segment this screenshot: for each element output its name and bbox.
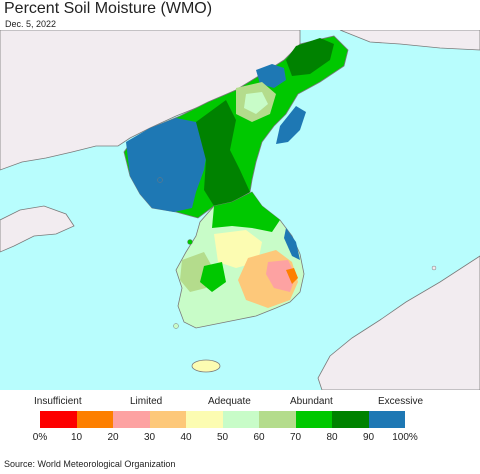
nk-excessive-west [126, 118, 208, 212]
nk-excessive-northeast [256, 64, 286, 88]
nk-excessive-east [276, 106, 306, 144]
jeju-island [191, 359, 221, 373]
legend-category: Abundant [290, 396, 333, 407]
legend-swatch [222, 411, 259, 428]
legend-swatch [113, 411, 150, 428]
legend-tick: 20 [107, 432, 119, 443]
legend-swatch [76, 411, 113, 428]
legend-tick: 10 [70, 432, 83, 443]
legend-swatch [149, 411, 186, 428]
map-title: Percent Soil Moisture (WMO) [4, 0, 213, 17]
russia-coast [339, 30, 480, 51]
source-credit: Source: World Meteorological Organizatio… [4, 459, 176, 469]
nk-moist-patch [244, 92, 268, 114]
sk-northeast-excessive [284, 228, 300, 260]
legend-tick: 60 [253, 432, 265, 443]
nk-deep-green [196, 100, 250, 206]
island [187, 239, 193, 245]
legend-swatch [295, 411, 332, 428]
legend-tick: 90 [362, 432, 375, 443]
island [431, 265, 437, 271]
sk-southeast-limited [266, 260, 296, 292]
legend-category: Adequate [208, 396, 251, 407]
legend-swatch [40, 411, 77, 428]
legend-tick: 70 [289, 432, 302, 443]
sk-southwest-green [200, 262, 226, 292]
legend-tick: 80 [326, 432, 338, 443]
shandong-peninsula [0, 205, 75, 253]
legend-tick: 30 [143, 432, 156, 443]
map-date: Dec. 5, 2022 [5, 19, 57, 29]
legend-tick: 40 [180, 432, 192, 443]
legend-tick: 100% [392, 432, 418, 443]
legend-category: Limited [130, 396, 163, 407]
legend-category: Excessive [378, 396, 424, 407]
legend-swatch [332, 411, 369, 428]
sk-southwest-moist [188, 290, 236, 324]
legend-tick: 0% [32, 432, 48, 443]
nk-deep-green-north [286, 38, 334, 76]
legend-tick: 50 [216, 432, 229, 443]
legend-category: Insufficient [34, 396, 82, 407]
sk-north-green [212, 192, 280, 232]
island [173, 323, 179, 329]
japan-landmass [317, 255, 480, 390]
legend: Insufficient Limited Adequate Abundant E… [0, 390, 480, 450]
legend-swatch [368, 411, 405, 428]
legend-color-bar [40, 411, 405, 428]
island [157, 177, 163, 183]
legend-swatch [259, 411, 296, 428]
legend-swatch [186, 411, 223, 428]
sk-southeast-insufficient-edge [286, 268, 298, 284]
soil-moisture-map [0, 30, 480, 390]
